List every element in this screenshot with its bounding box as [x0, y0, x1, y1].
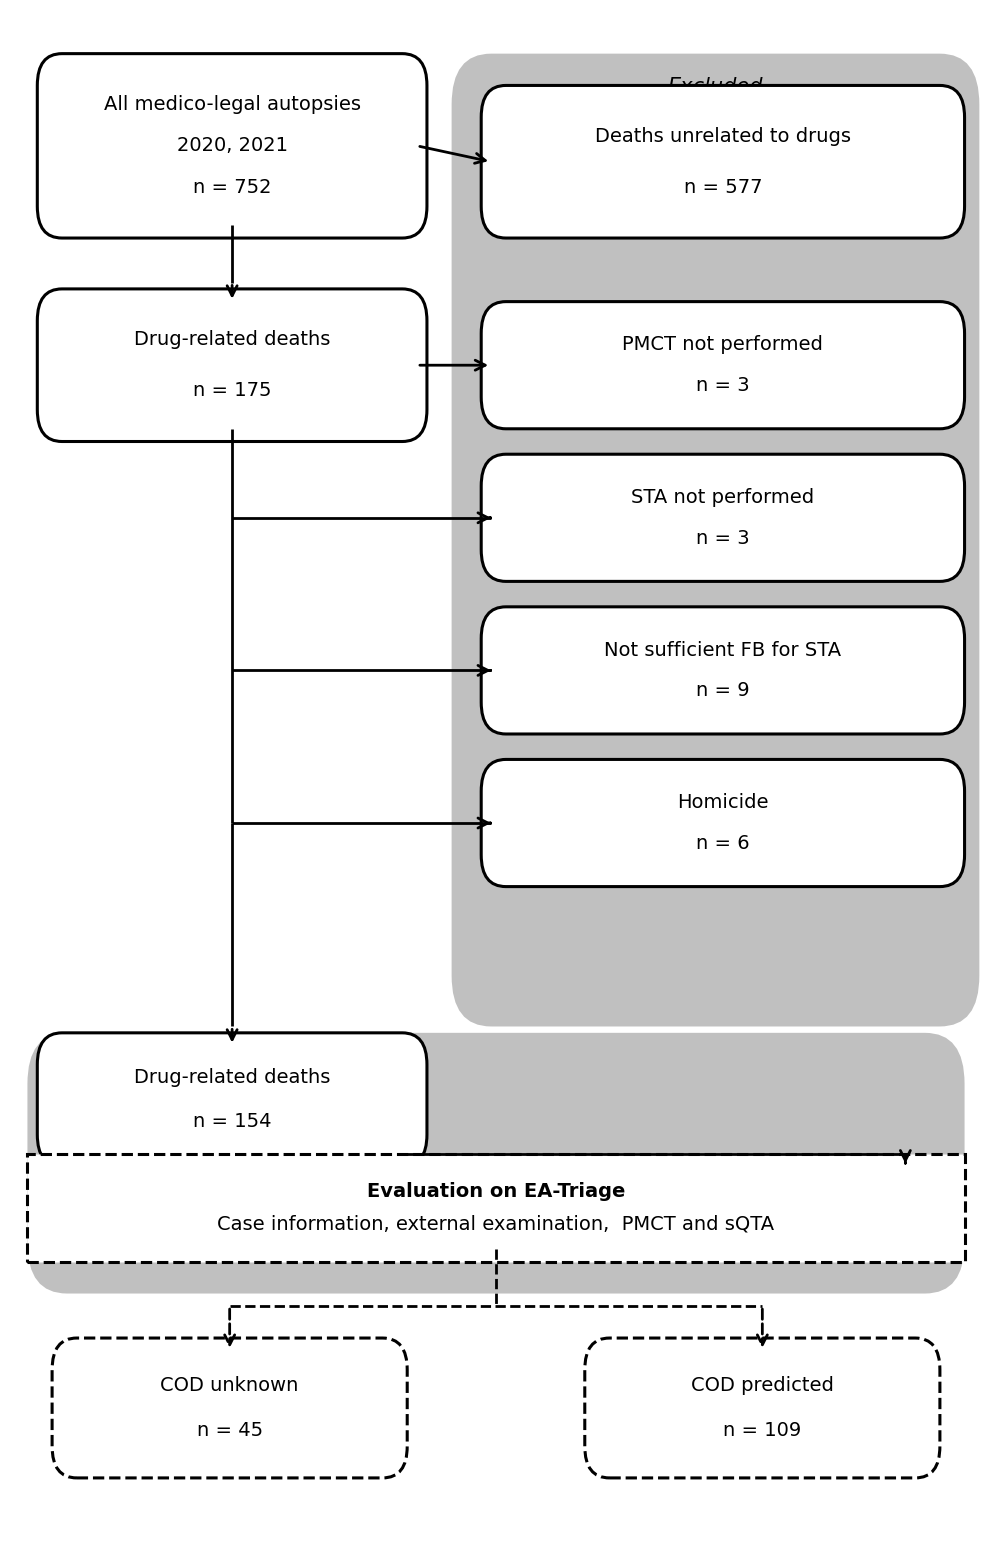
Text: Excluded: Excluded	[668, 76, 763, 97]
FancyBboxPatch shape	[38, 290, 427, 442]
Text: Drug-related deaths: Drug-related deaths	[134, 330, 330, 349]
Text: STA not performed: STA not performed	[631, 487, 814, 508]
Text: n = 577: n = 577	[683, 177, 762, 196]
FancyBboxPatch shape	[481, 607, 964, 733]
Text: n = 175: n = 175	[192, 381, 272, 400]
FancyBboxPatch shape	[53, 1337, 408, 1478]
FancyBboxPatch shape	[38, 1032, 427, 1166]
Text: n = 9: n = 9	[696, 682, 750, 701]
FancyBboxPatch shape	[28, 1032, 964, 1294]
FancyBboxPatch shape	[38, 53, 427, 238]
Text: n = 752: n = 752	[192, 177, 272, 196]
FancyBboxPatch shape	[481, 760, 964, 886]
Text: Included: Included	[96, 1053, 186, 1071]
FancyBboxPatch shape	[481, 302, 964, 428]
FancyBboxPatch shape	[28, 1154, 964, 1261]
Text: n = 6: n = 6	[696, 835, 750, 853]
FancyBboxPatch shape	[584, 1337, 939, 1478]
Text: Case information, external examination,  PMCT and sQTA: Case information, external examination, …	[217, 1214, 775, 1233]
Text: n = 109: n = 109	[723, 1422, 802, 1440]
FancyBboxPatch shape	[481, 455, 964, 581]
Text: COD predicted: COD predicted	[690, 1375, 834, 1395]
Text: Not sufficient FB for STA: Not sufficient FB for STA	[604, 640, 841, 660]
Text: Evaluation on EA-Triage: Evaluation on EA-Triage	[367, 1182, 625, 1200]
Text: COD unknown: COD unknown	[161, 1375, 299, 1395]
Text: PMCT not performed: PMCT not performed	[622, 335, 823, 355]
Text: Drug-related deaths: Drug-related deaths	[134, 1068, 330, 1087]
Text: n = 154: n = 154	[192, 1112, 272, 1130]
FancyBboxPatch shape	[481, 86, 964, 238]
Text: Deaths unrelated to drugs: Deaths unrelated to drugs	[595, 126, 851, 146]
Text: n = 3: n = 3	[696, 529, 750, 548]
Text: n = 45: n = 45	[196, 1422, 263, 1440]
Text: 2020, 2021: 2020, 2021	[177, 137, 288, 156]
FancyBboxPatch shape	[451, 53, 979, 1026]
Text: Homicide: Homicide	[678, 793, 769, 813]
Text: All medico-legal autopsies: All medico-legal autopsies	[103, 95, 361, 114]
Text: n = 3: n = 3	[696, 377, 750, 395]
